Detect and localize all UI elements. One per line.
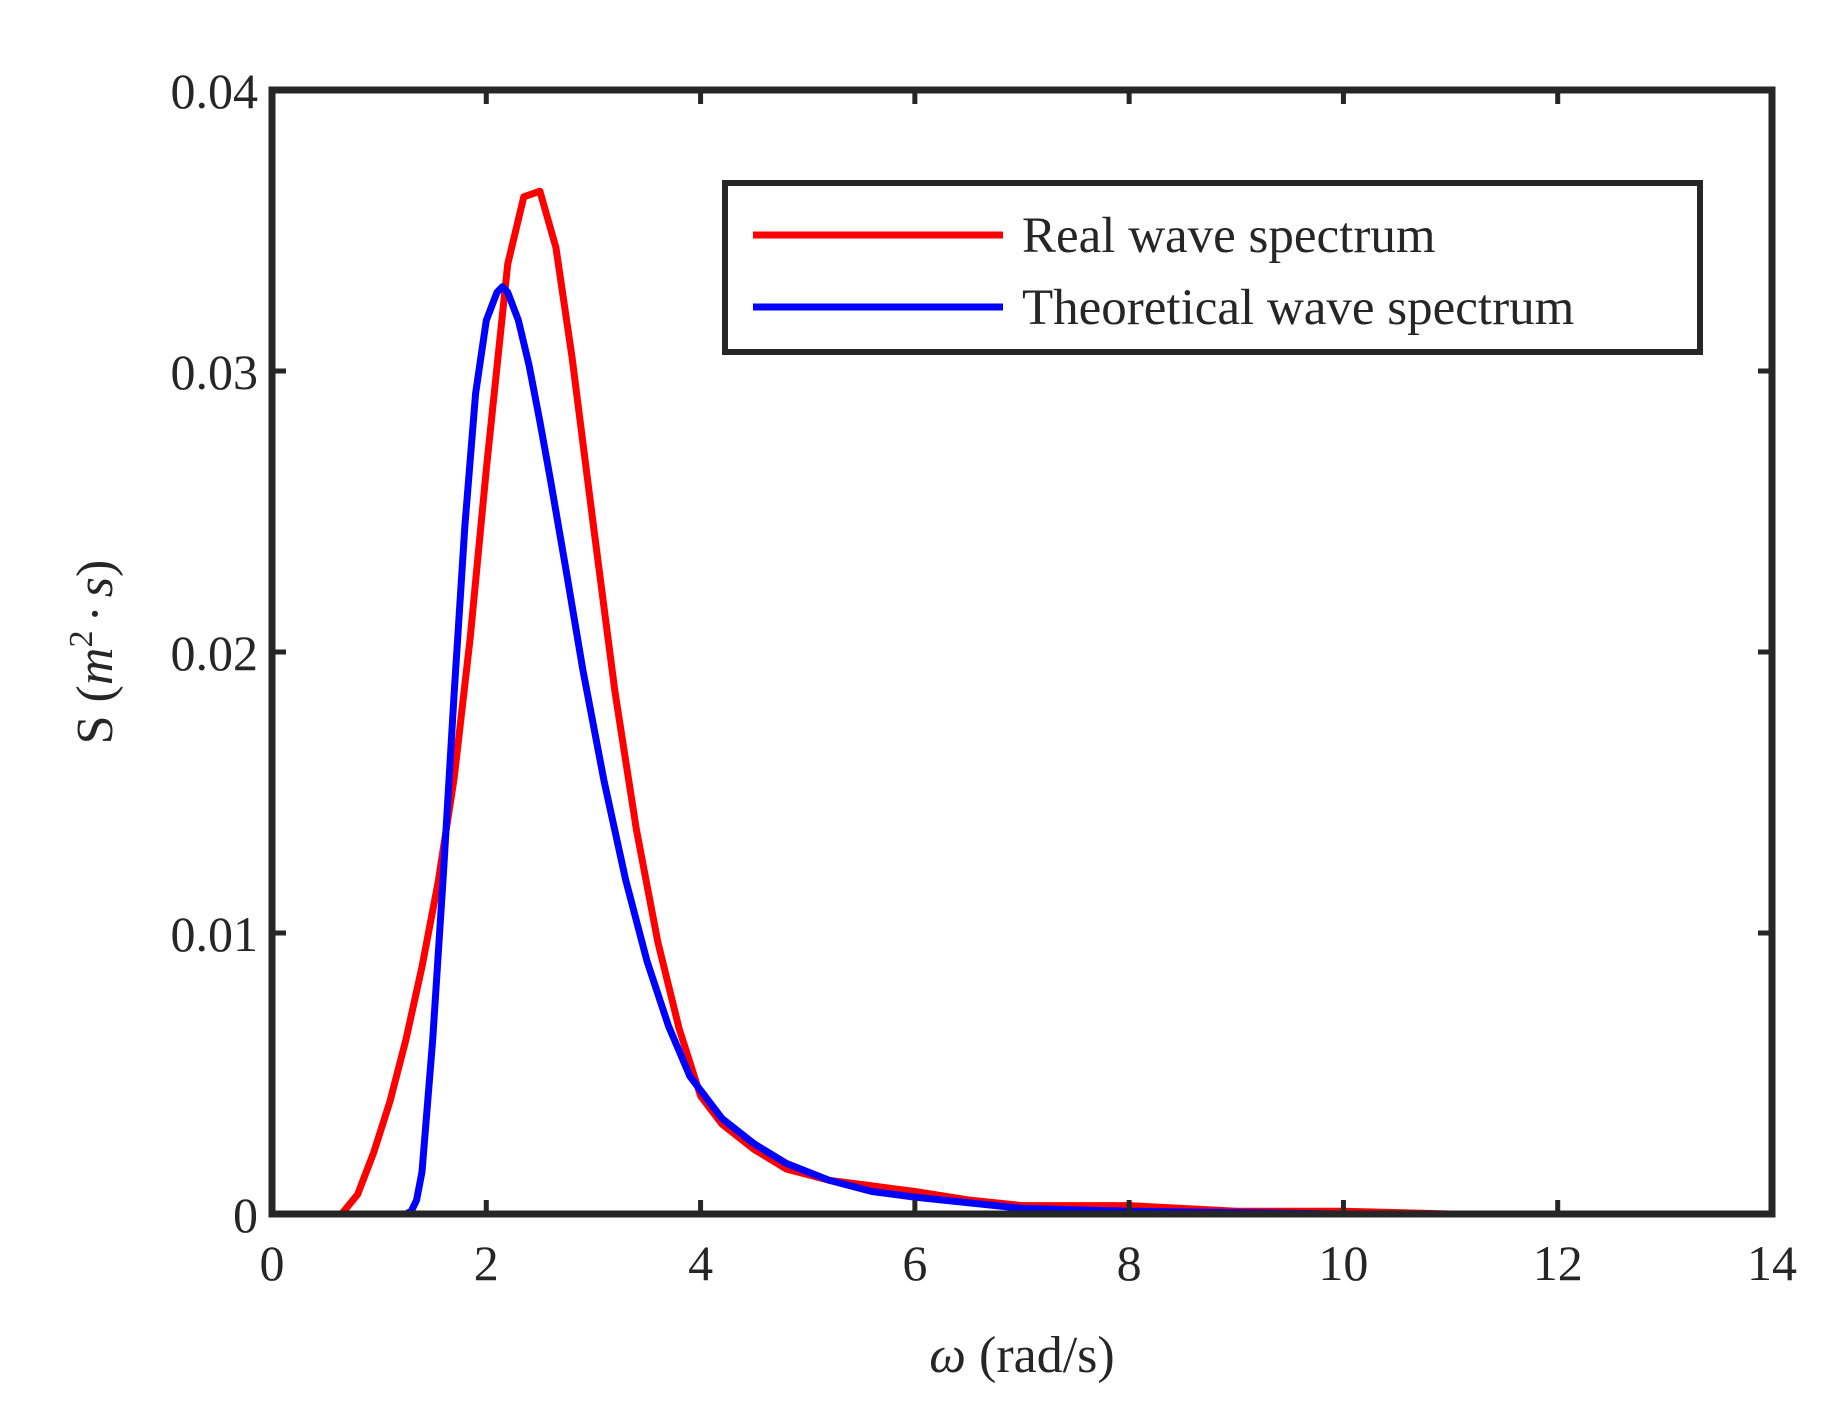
x-axis-title: ω (rad/s) — [929, 1327, 1114, 1384]
y-axis-close-paren: ) — [67, 560, 124, 577]
y-tick-label: 0.03 — [171, 344, 259, 400]
x-tick-labels: 0 2 4 6 8 10 12 14 — [260, 1235, 1798, 1291]
x-tick-label: 12 — [1533, 1235, 1583, 1291]
x-axis-symbol: ω — [929, 1327, 966, 1384]
y-axis-title: S (m2 · s) — [63, 560, 124, 745]
y-tick-label: 0.02 — [171, 625, 259, 681]
y-axis-s: s — [67, 577, 124, 597]
x-tick-label: 10 — [1318, 1235, 1368, 1291]
y-tick-label: 0.04 — [171, 63, 259, 119]
legend-label-theoretical: Theoretical wave spectrum — [1022, 280, 1574, 336]
series-line-real — [338, 187, 1628, 1218]
y-axis-open-paren: ( — [67, 685, 124, 702]
legend-label-real: Real wave spectrum — [1022, 208, 1436, 264]
x-tick-label: 8 — [1117, 1235, 1142, 1291]
legend: Real wave spectrum Theoretical wave spec… — [722, 180, 1703, 355]
plot-frame — [268, 86, 1776, 1218]
x-tick-label: 0 — [260, 1235, 285, 1291]
y-tick-label: 0.01 — [171, 906, 259, 962]
y-tick-label: 0 — [233, 1187, 258, 1243]
y-axis-m: m — [67, 648, 124, 686]
y-axis-exponent: 2 — [63, 631, 100, 648]
x-tick-label: 2 — [474, 1235, 499, 1291]
series-layer — [338, 187, 1628, 1218]
x-tick-label: 4 — [688, 1235, 713, 1291]
legend-box — [722, 180, 1703, 355]
series-line-theoretical — [341, 283, 1628, 1218]
y-axis-prefix: S — [67, 715, 124, 744]
y-tick-labels: 0 0.01 0.02 0.03 0.04 — [171, 63, 259, 1243]
x-tick-label: 6 — [902, 1235, 927, 1291]
x-axis-unit: (rad/s) — [979, 1327, 1115, 1384]
x-tick-label: 14 — [1747, 1235, 1797, 1291]
y-axis-dot: · — [67, 605, 124, 622]
